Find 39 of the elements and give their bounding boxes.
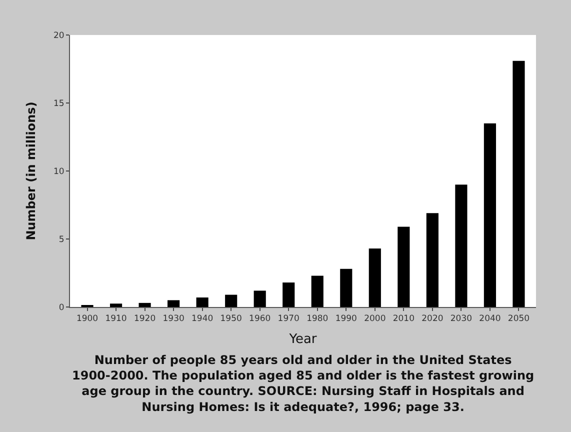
x-tick-label: 1910 xyxy=(105,314,127,324)
x-tick-label: 1980 xyxy=(306,314,328,324)
x-tick-label: 2000 xyxy=(364,314,386,324)
bar xyxy=(196,297,208,307)
bar xyxy=(138,302,151,307)
y-tick-label: 0 xyxy=(58,302,64,313)
y-tick-label: 20 xyxy=(53,30,64,41)
x-tick-label: 1900 xyxy=(76,314,98,324)
y-tick-label: 15 xyxy=(53,98,64,109)
bar xyxy=(340,268,352,307)
x-tick-label: 1940 xyxy=(192,314,214,324)
x-tick-label: 1990 xyxy=(335,314,357,324)
x-tick-label: 2030 xyxy=(450,314,472,324)
bar xyxy=(225,294,238,307)
bar xyxy=(512,60,525,307)
x-tick-label: 2050 xyxy=(508,314,530,324)
bar xyxy=(455,184,468,307)
bar xyxy=(426,213,438,307)
bar xyxy=(368,248,381,307)
bar xyxy=(398,226,410,307)
bar xyxy=(254,290,266,307)
bar xyxy=(110,304,122,307)
x-tick-label: 2020 xyxy=(422,314,444,324)
x-tick-label: 2040 xyxy=(479,314,501,324)
x-tick-label: 1920 xyxy=(134,314,156,324)
y-tick-label: 10 xyxy=(53,166,64,177)
bar xyxy=(168,300,180,307)
bar xyxy=(311,276,324,307)
y-tick-label: 5 xyxy=(58,234,64,245)
text: Number of people 85 years old and older in the United States 1900-2000. The population aged 85 and older is the fastest growing age group in the country. SOURCE: Nursing Staff in Hospitals and Nursing Homes: Is it adequate?, 1996; page 33. xyxy=(72,353,534,414)
x-tick-label: 2010 xyxy=(392,314,414,324)
x-tick-label: 1930 xyxy=(162,314,184,324)
bar xyxy=(282,282,295,307)
x-tick-label: 1950 xyxy=(220,314,242,324)
x-tick-label: 1960 xyxy=(249,314,271,324)
x-axis-title: Year xyxy=(288,332,318,347)
y-axis-title: Number (in millions) xyxy=(24,102,38,240)
bar xyxy=(484,123,496,307)
x-tick-label: 1970 xyxy=(278,314,300,324)
